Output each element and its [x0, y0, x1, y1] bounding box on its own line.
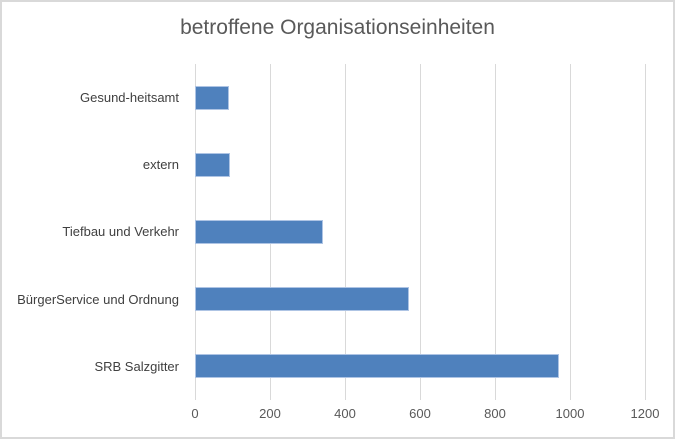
- x-tick-label: 600: [409, 406, 431, 421]
- category-label: BürgerService und Ordnung: [17, 291, 179, 307]
- gridline: [345, 64, 346, 400]
- gridline: [645, 64, 646, 400]
- bar: [195, 354, 559, 379]
- plot-area: [195, 64, 646, 400]
- bar: [195, 85, 229, 110]
- bar: [195, 152, 230, 177]
- x-tick-label: 800: [484, 406, 506, 421]
- gridline: [495, 64, 496, 400]
- category-label: Tiefbau und Verkehr: [62, 224, 179, 240]
- category-label: Gesund-heitsamt: [80, 90, 179, 106]
- bar: [195, 220, 323, 244]
- category-label: extern: [142, 157, 179, 173]
- x-tick-label: 0: [191, 406, 199, 421]
- x-tick-label: 400: [334, 406, 356, 421]
- value-axis-labels: 0 200 400 600 800 1000 1200: [191, 400, 659, 430]
- x-tick-label: 200: [259, 406, 281, 421]
- x-tick-label: 1200: [630, 406, 660, 421]
- x-tick-label: 1000: [555, 406, 585, 421]
- gridline: [570, 64, 571, 400]
- chart-title: betroffene Organisationseinheiten: [180, 16, 495, 39]
- gridline: [420, 64, 421, 400]
- category-label: SRB Salzgitter: [94, 358, 179, 374]
- bar: [195, 287, 409, 312]
- category-axis-labels: Gesund-heitsamt extern Tiefbau und Verkehr…: [2, 64, 187, 400]
